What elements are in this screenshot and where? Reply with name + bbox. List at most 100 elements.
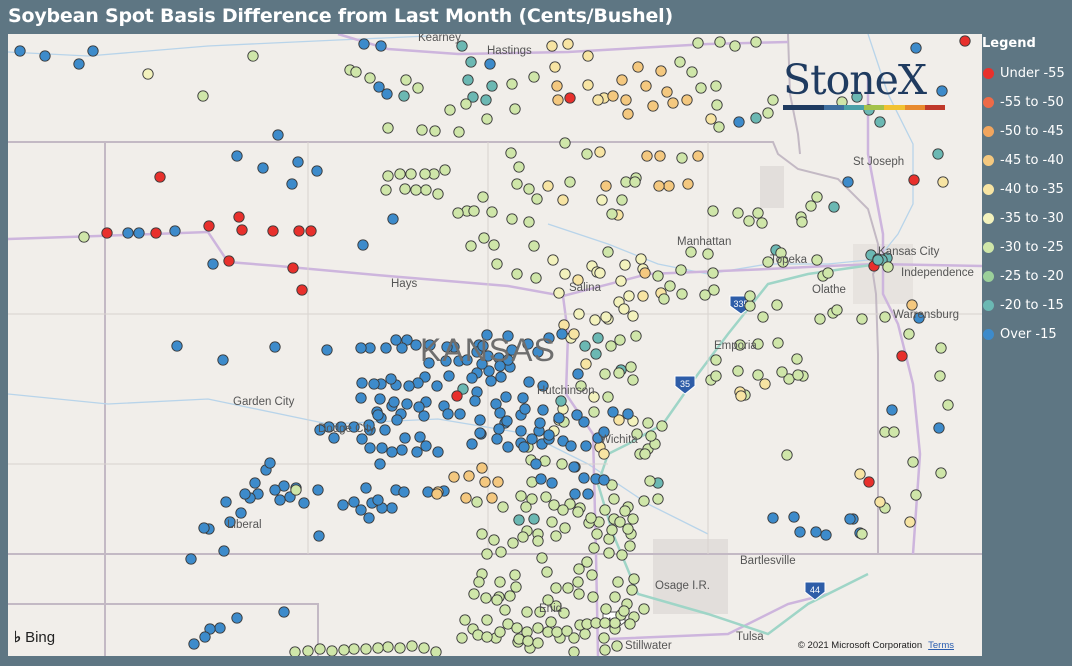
elevator-dot[interactable] bbox=[534, 417, 546, 429]
elevator-dot[interactable] bbox=[274, 494, 286, 506]
elevator-dot[interactable] bbox=[418, 642, 430, 654]
terms-link[interactable]: Terms bbox=[928, 640, 954, 651]
elevator-dot[interactable] bbox=[394, 642, 406, 654]
elevator-dot[interactable] bbox=[714, 36, 726, 48]
elevator-dot[interactable] bbox=[382, 122, 394, 134]
elevator-dot[interactable] bbox=[513, 161, 525, 173]
elevator-dot[interactable] bbox=[612, 576, 624, 588]
elevator-dot[interactable] bbox=[661, 86, 673, 98]
elevator-dot[interactable] bbox=[934, 370, 946, 382]
elevator-dot[interactable] bbox=[414, 431, 426, 443]
legend-item[interactable]: -30 to -25 bbox=[982, 233, 1072, 262]
elevator-dot[interactable] bbox=[882, 261, 894, 273]
elevator-dot[interactable] bbox=[481, 548, 493, 560]
elevator-dot[interactable] bbox=[388, 396, 400, 408]
elevator-dot[interactable] bbox=[559, 268, 571, 280]
elevator-dot[interactable] bbox=[372, 642, 384, 654]
elevator-dot[interactable] bbox=[372, 494, 384, 506]
elevator-dot[interactable] bbox=[642, 417, 654, 429]
elevator-dot[interactable] bbox=[578, 472, 590, 484]
elevator-dot[interactable] bbox=[292, 156, 304, 168]
elevator-dot[interactable] bbox=[482, 350, 494, 362]
elevator-dot[interactable] bbox=[532, 637, 544, 649]
elevator-dot[interactable] bbox=[553, 412, 565, 424]
elevator-dot[interactable] bbox=[733, 116, 745, 128]
elevator-dot[interactable] bbox=[171, 340, 183, 352]
elevator-dot[interactable] bbox=[517, 531, 529, 543]
elevator-dot[interactable] bbox=[386, 502, 398, 514]
elevator-dot[interactable] bbox=[296, 284, 308, 296]
elevator-dot[interactable] bbox=[913, 312, 925, 324]
elevator-dot[interactable] bbox=[705, 113, 717, 125]
elevator-dot[interactable] bbox=[710, 370, 722, 382]
elevator-dot[interactable] bbox=[305, 225, 317, 237]
elevator-dot[interactable] bbox=[587, 591, 599, 603]
elevator-dot[interactable] bbox=[326, 645, 338, 656]
elevator-dot[interactable] bbox=[249, 477, 261, 489]
legend-item[interactable]: -55 to -50 bbox=[982, 88, 1072, 117]
elevator-dot[interactable] bbox=[497, 501, 509, 513]
elevator-dot[interactable] bbox=[474, 427, 486, 439]
elevator-dot[interactable] bbox=[217, 354, 229, 366]
elevator-dot[interactable] bbox=[674, 56, 686, 68]
elevator-dot[interactable] bbox=[710, 80, 722, 92]
elevator-dot[interactable] bbox=[619, 259, 631, 271]
elevator-dot[interactable] bbox=[556, 328, 568, 340]
elevator-dot[interactable] bbox=[380, 184, 392, 196]
elevator-dot[interactable] bbox=[519, 403, 531, 415]
elevator-dot[interactable] bbox=[39, 50, 51, 62]
elevator-dot[interactable] bbox=[616, 549, 628, 561]
elevator-dot[interactable] bbox=[364, 72, 376, 84]
elevator-dot[interactable] bbox=[625, 361, 637, 373]
elevator-dot[interactable] bbox=[454, 408, 466, 420]
elevator-dot[interactable] bbox=[523, 216, 535, 228]
elevator-dot[interactable] bbox=[526, 493, 538, 505]
elevator-dot[interactable] bbox=[214, 622, 226, 634]
elevator-dot[interactable] bbox=[581, 556, 593, 568]
elevator-dot[interactable] bbox=[528, 513, 540, 525]
elevator-dot[interactable] bbox=[468, 205, 480, 217]
elevator-dot[interactable] bbox=[460, 492, 472, 504]
elevator-dot[interactable] bbox=[360, 643, 372, 655]
elevator-dot[interactable] bbox=[431, 380, 443, 392]
elevator-dot[interactable] bbox=[959, 35, 971, 47]
elevator-dot[interactable] bbox=[459, 614, 471, 626]
elevator-dot[interactable] bbox=[368, 378, 380, 390]
elevator-dot[interactable] bbox=[767, 512, 779, 524]
elevator-dot[interactable] bbox=[416, 124, 428, 136]
elevator-dot[interactable] bbox=[675, 264, 687, 276]
elevator-dot[interactable] bbox=[598, 448, 610, 460]
elevator-dot[interactable] bbox=[348, 643, 360, 655]
elevator-dot[interactable] bbox=[460, 98, 472, 110]
elevator-dot[interactable] bbox=[627, 513, 639, 525]
elevator-dot[interactable] bbox=[572, 274, 584, 286]
elevator-dot[interactable] bbox=[572, 576, 584, 588]
elevator-dot[interactable] bbox=[380, 342, 392, 354]
elevator-dot[interactable] bbox=[467, 91, 479, 103]
elevator-dot[interactable] bbox=[732, 365, 744, 377]
elevator-dot[interactable] bbox=[506, 78, 518, 90]
elevator-dot[interactable] bbox=[556, 458, 568, 470]
elevator-dot[interactable] bbox=[550, 600, 562, 612]
elevator-dot[interactable] bbox=[233, 211, 245, 223]
elevator-dot[interactable] bbox=[600, 180, 612, 192]
elevator-dot[interactable] bbox=[811, 254, 823, 266]
elevator-dot[interactable] bbox=[374, 393, 386, 405]
elevator-dot[interactable] bbox=[599, 368, 611, 380]
elevator-dot[interactable] bbox=[557, 194, 569, 206]
elevator-dot[interactable] bbox=[537, 404, 549, 416]
elevator-dot[interactable] bbox=[616, 74, 628, 86]
elevator-dot[interactable] bbox=[580, 440, 592, 452]
elevator-dot[interactable] bbox=[681, 94, 693, 106]
elevator-dot[interactable] bbox=[616, 194, 628, 206]
elevator-dot[interactable] bbox=[568, 461, 580, 473]
elevator-dot[interactable] bbox=[600, 311, 612, 323]
elevator-dot[interactable] bbox=[581, 148, 593, 160]
elevator-dot[interactable] bbox=[528, 71, 540, 83]
elevator-dot[interactable] bbox=[564, 92, 576, 104]
elevator-dot[interactable] bbox=[391, 414, 403, 426]
elevator-dot[interactable] bbox=[476, 358, 488, 370]
elevator-dot[interactable] bbox=[396, 444, 408, 456]
elevator-dot[interactable] bbox=[302, 645, 314, 656]
elevator-dot[interactable] bbox=[652, 270, 664, 282]
